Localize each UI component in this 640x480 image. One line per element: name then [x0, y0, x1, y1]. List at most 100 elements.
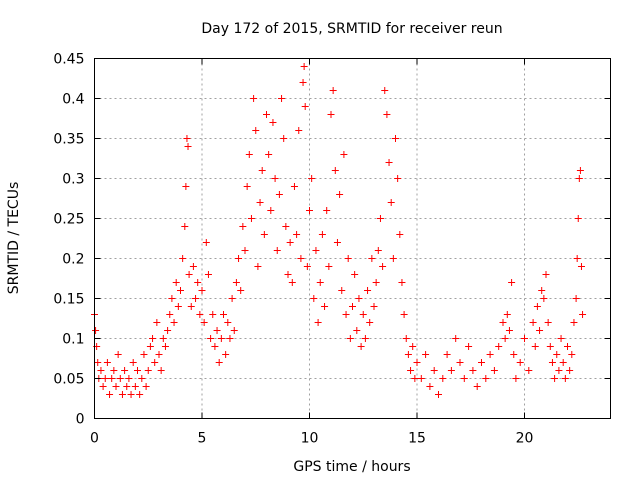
- y-tick-label: 0.15: [53, 292, 84, 308]
- data-point: [387, 199, 395, 206]
- data-point: [372, 279, 380, 286]
- data-point: [370, 303, 378, 310]
- data-point: [469, 367, 477, 374]
- data-point: [361, 335, 369, 342]
- data-point: [478, 359, 485, 366]
- data-point: [538, 287, 546, 294]
- data-point: [189, 263, 197, 270]
- data-point: [346, 335, 354, 342]
- data-point: [544, 319, 552, 326]
- data-point: [245, 151, 253, 158]
- data-point: [333, 239, 341, 246]
- data-point: [204, 271, 212, 278]
- data-point: [329, 87, 337, 94]
- y-tick-labels: 0 0.05 0.1 0.15 0.2 0.25 0.3 0.35 0.4 0.45: [53, 52, 84, 428]
- data-point: [443, 351, 451, 358]
- data-point: [138, 375, 146, 382]
- data-point: [159, 335, 167, 342]
- data-point: [168, 295, 176, 302]
- data-point: [157, 367, 165, 374]
- data-point: [284, 271, 292, 278]
- data-point: [237, 287, 245, 294]
- data-point: [407, 367, 415, 374]
- data-point: [553, 351, 561, 358]
- data-point: [142, 383, 150, 390]
- data-point: [131, 383, 139, 390]
- data-point: [209, 311, 217, 318]
- data-series: [91, 63, 587, 398]
- data-point: [396, 231, 404, 238]
- data-point: [499, 319, 507, 326]
- data-point: [577, 263, 585, 270]
- data-point: [258, 167, 266, 174]
- data-point: [101, 375, 109, 382]
- data-point: [359, 311, 367, 318]
- data-point: [256, 199, 264, 206]
- data-point: [398, 279, 406, 286]
- data-point: [465, 343, 473, 350]
- data-point: [318, 231, 326, 238]
- data-point: [254, 263, 262, 270]
- data-point: [490, 367, 498, 374]
- data-point: [364, 287, 372, 294]
- data-point: [99, 383, 107, 390]
- data-point: [149, 335, 157, 342]
- data-point: [533, 303, 541, 310]
- data-point: [325, 263, 333, 270]
- data-point: [213, 327, 221, 334]
- data-point: [273, 247, 281, 254]
- data-point: [366, 319, 374, 326]
- data-point: [172, 279, 180, 286]
- data-point: [435, 391, 442, 398]
- data-point: [413, 359, 421, 366]
- data-point: [551, 375, 559, 382]
- data-point: [303, 263, 311, 270]
- data-point: [252, 127, 260, 134]
- data-point: [338, 287, 346, 294]
- data-point: [557, 335, 565, 342]
- data-point: [495, 343, 503, 350]
- data-point: [531, 343, 539, 350]
- data-point: [121, 367, 129, 374]
- data-point: [536, 327, 544, 334]
- data-point: [166, 311, 174, 318]
- data-point: [112, 383, 120, 390]
- data-point: [185, 271, 193, 278]
- data-point: [194, 279, 202, 286]
- data-point: [447, 367, 455, 374]
- data-point: [308, 175, 316, 182]
- x-tick-labels: 0 5 10 15 20: [90, 431, 533, 447]
- data-point: [202, 239, 210, 246]
- data-point: [278, 95, 286, 102]
- data-point: [127, 391, 135, 398]
- data-point: [110, 367, 118, 374]
- x-tick-label: 10: [301, 431, 319, 447]
- data-point: [295, 127, 303, 134]
- data-point: [174, 303, 182, 310]
- y-axis-label: SRMTID / TECUs: [6, 182, 22, 295]
- data-point: [297, 255, 305, 262]
- data-point: [501, 335, 509, 342]
- data-point: [134, 367, 141, 374]
- data-point: [151, 359, 159, 366]
- data-point: [181, 223, 189, 230]
- data-point: [198, 287, 206, 294]
- data-point: [293, 231, 301, 238]
- data-point: [196, 311, 204, 318]
- data-point: [179, 255, 187, 262]
- data-point: [422, 351, 430, 358]
- data-point: [548, 359, 556, 366]
- data-point: [267, 207, 275, 214]
- data-point: [574, 215, 582, 222]
- data-point: [331, 167, 339, 174]
- data-point: [561, 375, 569, 382]
- y-tick-label: 0.2: [62, 252, 84, 268]
- data-point: [184, 143, 192, 150]
- data-point: [97, 367, 105, 374]
- data-point: [566, 367, 574, 374]
- data-point: [200, 319, 208, 326]
- data-point: [389, 255, 397, 262]
- data-point: [404, 351, 412, 358]
- data-point: [182, 183, 190, 190]
